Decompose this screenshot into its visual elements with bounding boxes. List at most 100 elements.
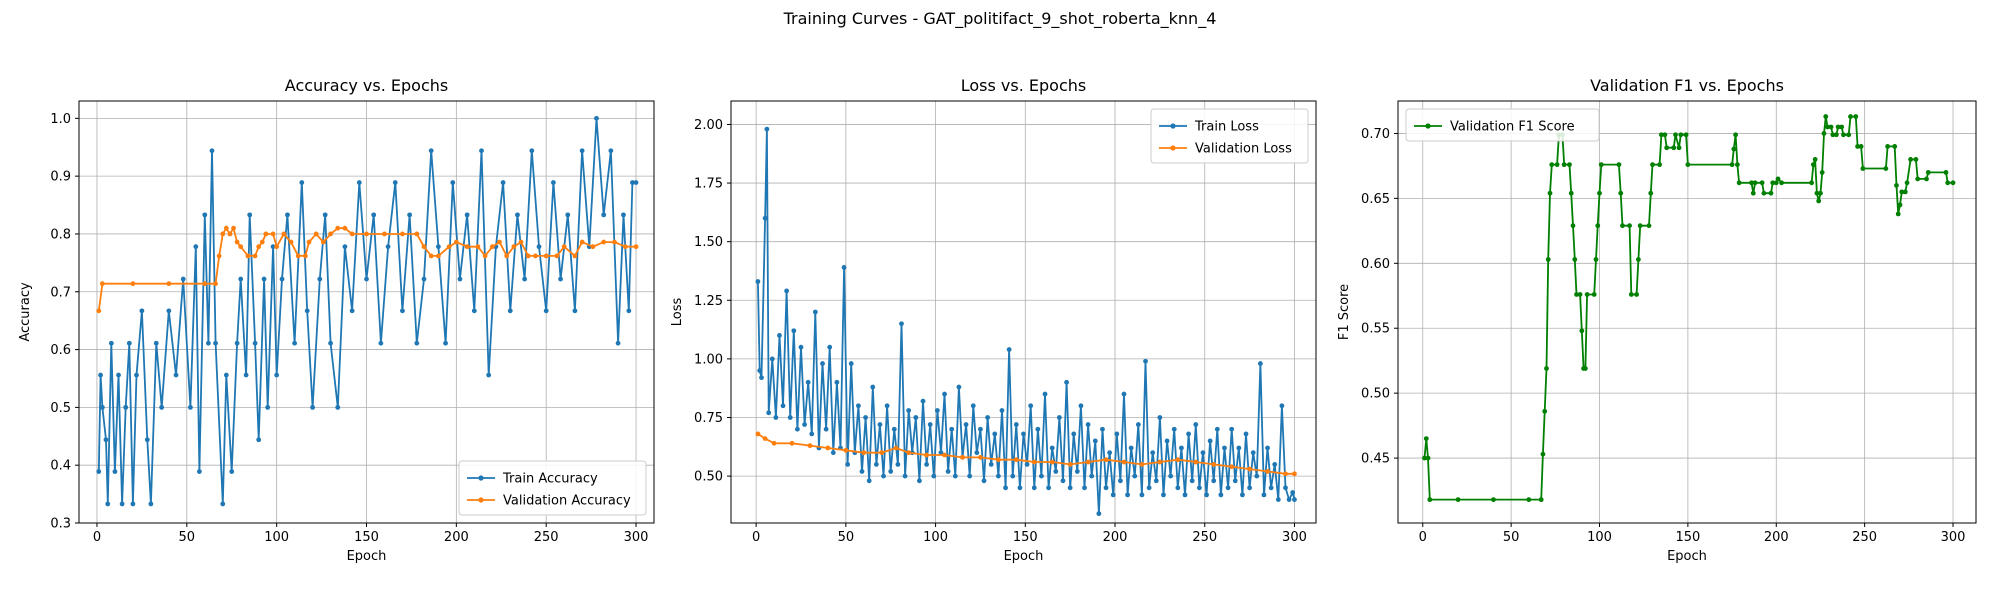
data-point [1039, 473, 1044, 479]
data-point [335, 225, 341, 231]
data-point [884, 403, 890, 409]
data-point [504, 253, 510, 259]
data-point [1085, 422, 1091, 427]
data-point [407, 212, 413, 218]
data-point [893, 445, 899, 451]
data-point [96, 308, 102, 314]
data-point [764, 126, 770, 132]
data-point [1292, 497, 1297, 502]
data-point [1232, 478, 1238, 484]
data-point [906, 450, 912, 456]
chart-panel-1: 0 50 100 150 200 250 300 0.50 0.75 1.00 1.25 1.50 1.… [670, 76, 1317, 564]
y-tick-label: 0.50 [1361, 387, 1390, 402]
data-point [511, 244, 517, 250]
data-point [1193, 459, 1199, 465]
data-point [1768, 190, 1774, 196]
data-point [1161, 492, 1166, 498]
data-point [1620, 223, 1625, 229]
data-point [1616, 162, 1622, 168]
data-point [292, 340, 298, 346]
data-point [213, 281, 218, 287]
data-point [139, 308, 145, 314]
data-point [630, 180, 635, 185]
data-point [825, 445, 831, 451]
data-point [148, 501, 154, 507]
data-point [533, 253, 538, 259]
data-point [1455, 497, 1461, 503]
data-point [428, 148, 434, 154]
data-point [1591, 292, 1597, 297]
data-point [281, 231, 287, 237]
data-point [830, 450, 836, 456]
data-point [317, 276, 323, 282]
data-point [421, 244, 427, 250]
data-point [805, 379, 811, 385]
y-tick-label: 0.8 [50, 227, 71, 242]
data-point [193, 244, 199, 250]
data-point [1214, 426, 1220, 432]
data-point [927, 422, 933, 427]
data-point [759, 375, 764, 381]
data-point [988, 461, 994, 467]
data-point [888, 469, 894, 474]
x-axis-label: Epoch [347, 549, 387, 564]
data-point [213, 340, 218, 346]
x-tick-label: 250 [534, 530, 559, 545]
data-point [981, 478, 987, 484]
legend: Train Loss Validation Loss [1150, 108, 1309, 164]
data-point [974, 450, 980, 456]
y-tick-label: 0.9 [50, 170, 71, 185]
data-point [1146, 485, 1152, 491]
data-point [414, 340, 420, 346]
x-tick-label: 100 [1587, 530, 1612, 545]
data-point [364, 231, 369, 237]
data-point [572, 253, 578, 259]
data-point [917, 478, 922, 484]
data-point [612, 239, 617, 245]
data-point [134, 372, 139, 378]
data-point [223, 225, 229, 231]
data-point [1200, 450, 1206, 456]
data-point [99, 281, 105, 287]
data-point [913, 415, 919, 420]
data-point [1925, 170, 1931, 175]
data-point [205, 340, 211, 346]
data-point [1570, 223, 1576, 229]
data-point [780, 403, 786, 409]
data-point [371, 212, 377, 218]
data-point [1132, 473, 1138, 479]
data-point [1809, 180, 1815, 186]
data-point [428, 253, 434, 259]
data-point [1207, 438, 1213, 444]
y-tick-label: 0.55 [1361, 322, 1390, 337]
data-point [108, 340, 114, 346]
legend-marker-0 [478, 475, 484, 481]
data-point [1839, 124, 1845, 130]
data-point [1584, 292, 1590, 297]
data-point [159, 404, 165, 410]
data-point [626, 308, 632, 314]
data-point [1218, 492, 1224, 498]
data-point [1250, 450, 1256, 456]
data-point [590, 244, 596, 250]
data-point [1107, 450, 1113, 456]
data-point [1593, 257, 1599, 262]
data-point [98, 372, 103, 378]
data-point [202, 212, 208, 218]
data-point [1118, 478, 1123, 484]
data-point [1143, 358, 1148, 364]
data-point [794, 426, 800, 432]
data-point [1945, 180, 1951, 186]
data-point [1902, 189, 1908, 195]
data-point [1082, 485, 1087, 491]
y-axis-label: Loss [670, 298, 685, 327]
data-point [1035, 426, 1041, 432]
data-point [1121, 391, 1127, 397]
x-tick-label: 50 [1503, 530, 1520, 545]
data-point [843, 447, 849, 453]
data-point [1582, 366, 1588, 371]
data-point [220, 231, 226, 237]
data-point [1812, 157, 1818, 162]
data-point [565, 212, 571, 218]
